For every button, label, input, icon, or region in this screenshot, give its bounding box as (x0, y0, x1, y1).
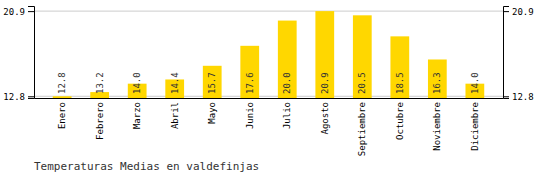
tick: Diciembre (470, 98, 480, 151)
tick-label: 12.8 (3, 92, 25, 102)
data-label: 20.0 (282, 72, 292, 94)
tick-mark (503, 96, 509, 97)
bar (390, 36, 409, 98)
data-label: 14.0 (132, 72, 142, 94)
grid (34, 11, 503, 96)
tick: Marzo (132, 98, 142, 129)
tick-label: Julio (282, 102, 292, 129)
tick-label: Febrero (95, 102, 105, 140)
tick: Mayo (207, 98, 217, 124)
bars (53, 11, 484, 98)
data-label: 14.0 (470, 72, 480, 94)
data-label: 20.9 (320, 72, 330, 94)
tick: Febrero (95, 98, 105, 140)
tick-label: Agosto (320, 102, 330, 135)
tick-label: 20.9 (3, 6, 25, 16)
tick-label: Abril (170, 102, 180, 129)
tick-mark (28, 96, 34, 97)
tick: 20.9 (503, 6, 534, 16)
tick: Noviembre (432, 98, 442, 151)
axis-line (35, 98, 504, 99)
data-labels: 12.8 13.2 14.0 14.4 15.7 17.6 20.0 20.9 20.5 18.5… (57, 72, 480, 94)
bar (315, 11, 334, 98)
tick: 12.8 (3, 92, 34, 102)
bar (203, 66, 222, 98)
grid-line (34, 11, 503, 12)
data-label: 20.5 (357, 72, 367, 94)
plot: 12.8 20.9 12.8 20.9 Enero Febrero Marzo Abril Ma… (3, 6, 533, 156)
tick-label: 20.9 (512, 6, 534, 16)
bar (428, 59, 447, 98)
data-label: 15.7 (207, 72, 217, 94)
tick-mark (503, 11, 509, 12)
tick: 12.8 (503, 92, 534, 102)
y-axis: 12.8 20.9 (3, 6, 34, 101)
x-axis: Enero Febrero Marzo Abril Mayo Junio Julio Agos… (35, 98, 504, 156)
tick: Abril (170, 98, 180, 129)
tick: Agosto (320, 98, 330, 135)
tick-label: Octubre (395, 102, 405, 140)
tick-label: Septiembre (357, 102, 367, 156)
data-label: 16.3 (432, 72, 442, 94)
data-label: 13.2 (95, 72, 105, 94)
tick-label: Diciembre (470, 102, 480, 151)
tick-label: Junio (245, 102, 255, 129)
axis-line (504, 7, 510, 99)
bar (278, 21, 297, 98)
data-label: 17.6 (245, 72, 255, 94)
axis-line (28, 7, 35, 99)
bar (353, 15, 372, 98)
tick-label: Enero (57, 102, 67, 129)
data-label: 18.5 (395, 72, 405, 94)
tick: Enero (57, 98, 67, 129)
tick-label: Mayo (207, 102, 217, 124)
tick-label: Marzo (132, 102, 142, 129)
tick-mark (28, 11, 34, 12)
tick: Octubre (395, 98, 405, 140)
y-axis-right: 12.8 20.9 (503, 6, 534, 101)
data-label: 12.8 (57, 72, 67, 94)
tick-label: 12.8 (512, 92, 534, 102)
bar (53, 96, 72, 98)
tick: 20.9 (3, 6, 34, 16)
tick: Junio (245, 98, 255, 129)
tick: Septiembre (357, 98, 367, 156)
chart: 12.8 20.9 12.8 20.9 Enero Febrero Marzo Abril Ma… (0, 0, 537, 174)
title: Temperaturas Medias en valdefinjas (34, 160, 259, 173)
tick-label: Noviembre (432, 102, 442, 151)
data-label: 14.4 (170, 72, 180, 94)
tick: Julio (282, 98, 292, 129)
bar (240, 46, 259, 98)
